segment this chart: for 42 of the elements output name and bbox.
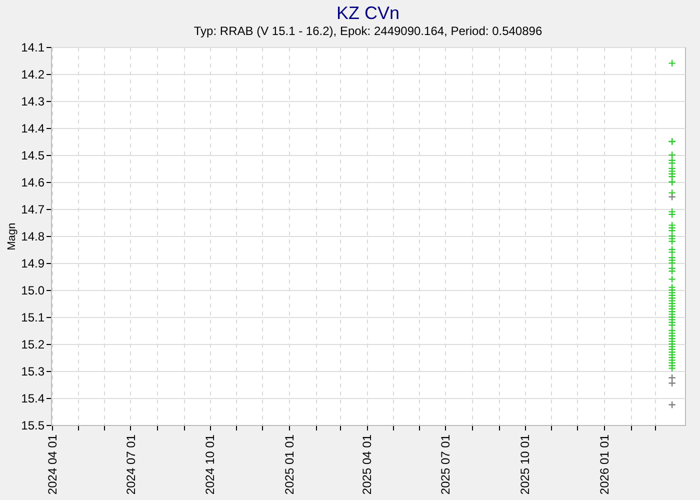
point <box>668 192 676 201</box>
point <box>668 210 676 218</box>
chart-title: KZ CVn <box>336 3 400 23</box>
x-tick-label: 2025 01 01 <box>282 434 297 495</box>
x-tick-label: 2025 04 01 <box>360 434 374 495</box>
y-tick-label: 14.3 <box>21 94 45 108</box>
x-tick-label: 2026 01 01 <box>597 434 612 495</box>
y-axis-title: Magn <box>6 222 18 250</box>
y-tick-label: 14.1 <box>21 40 45 54</box>
x-tick-label: 2024 10 01 <box>203 434 218 495</box>
y-tick-label: 15.0 <box>21 284 45 298</box>
point <box>668 374 676 382</box>
point <box>668 237 676 246</box>
y-tick-label: 15.3 <box>21 364 45 378</box>
point <box>668 267 676 276</box>
y-tick-label: 14.2 <box>21 68 45 82</box>
x-tick-label: 2025 10 01 <box>518 434 532 495</box>
point <box>668 59 676 68</box>
y-tick-label: 14.5 <box>21 148 45 162</box>
x-tick-label: 2024 07 01 <box>124 434 138 495</box>
chart-subtitle: Typ: RRAB (V 15.1 - 16.2), Epok: 2449090.164, Period: 0.540896 <box>194 24 542 38</box>
point <box>668 379 676 388</box>
y-tick-label: 15.1 <box>21 310 45 324</box>
point <box>668 321 676 330</box>
y-tick-label: 15.4 <box>21 392 45 406</box>
y-tick-label: 14.6 <box>21 176 45 190</box>
x-tick-label: 2024 04 01 <box>45 434 60 495</box>
point <box>668 248 676 256</box>
point <box>668 159 676 168</box>
point <box>668 226 676 235</box>
y-tick-label: 14.8 <box>21 230 45 244</box>
x-tick-label: 2025 07 01 <box>438 434 453 495</box>
point <box>668 400 676 409</box>
y-tick-label: 15.5 <box>21 418 45 432</box>
point <box>668 151 676 159</box>
point <box>668 275 676 284</box>
y-tick-label: 14.4 <box>21 122 45 136</box>
point <box>668 172 676 181</box>
y-tick-label: 15.2 <box>21 338 45 352</box>
y-tick-label: 14.7 <box>21 202 45 216</box>
point <box>668 259 676 267</box>
y-tick-label: 14.9 <box>21 256 45 270</box>
